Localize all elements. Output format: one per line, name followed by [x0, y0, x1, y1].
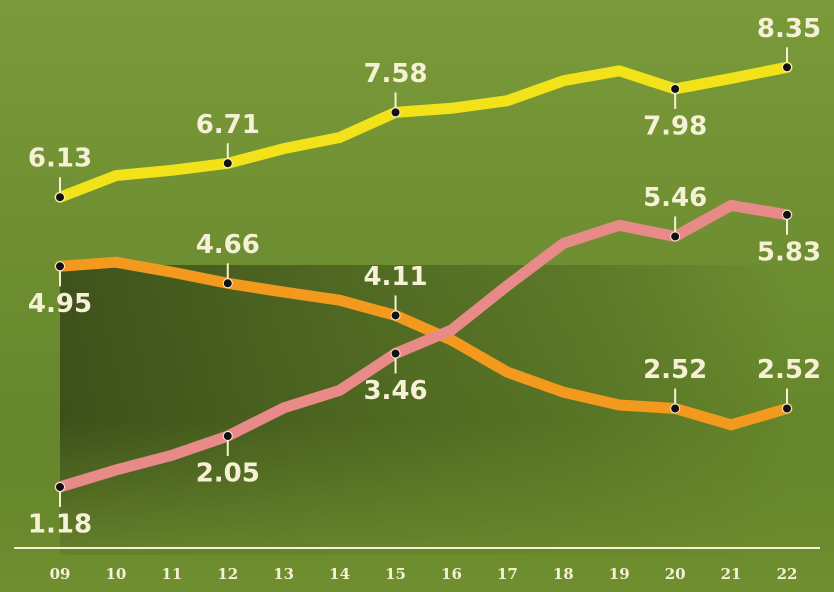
point	[55, 481, 65, 492]
data-label: 6.13	[28, 144, 92, 174]
point	[222, 431, 233, 442]
x-tick-label: 09	[50, 565, 71, 583]
x-tick-label: 21	[721, 565, 742, 583]
fade	[0, 420, 834, 592]
data-label: 4.11	[363, 262, 427, 292]
point	[222, 158, 233, 169]
point	[782, 209, 792, 220]
x-tick-label: 14	[329, 565, 350, 583]
x-tick-label: 18	[553, 565, 574, 583]
x-tick-label: 12	[217, 565, 238, 583]
x-tick-label: 13	[273, 565, 294, 583]
point	[390, 310, 401, 321]
data-label: 3.46	[363, 376, 427, 406]
x-tick-label: 17	[497, 565, 518, 583]
point	[390, 348, 401, 359]
line	[54, 61, 793, 203]
data-label: 8.35	[757, 14, 821, 44]
data-label: 4.95	[28, 289, 92, 319]
point	[782, 403, 792, 414]
x-tick-label: 15	[385, 565, 406, 583]
data-label: 5.83	[757, 237, 821, 267]
point	[390, 107, 401, 118]
point	[782, 62, 792, 73]
data-label: 1.18	[28, 509, 92, 539]
point	[55, 261, 65, 272]
data-label: 2.52	[643, 355, 707, 385]
data-label: 5.46	[643, 183, 707, 213]
x-tick-label: 19	[609, 565, 630, 583]
point	[670, 83, 681, 94]
line	[54, 199, 793, 493]
data-label: 4.66	[196, 230, 260, 260]
x-tick-label: 22	[777, 565, 798, 583]
point	[55, 192, 65, 203]
data-label: 2.05	[196, 459, 260, 489]
line	[54, 256, 793, 431]
point	[670, 231, 681, 242]
data-label: 7.98	[643, 111, 707, 141]
point	[670, 403, 681, 414]
x-tick-label: 20	[665, 565, 686, 583]
point	[222, 278, 233, 289]
x-tick-label: 16	[441, 565, 462, 583]
data-label: 7.58	[363, 59, 427, 89]
x-tick-label: 10	[105, 565, 126, 583]
data-label: 6.71	[196, 110, 260, 140]
x-tick-label: 11	[161, 565, 182, 583]
data-label: 2.52	[757, 355, 821, 385]
